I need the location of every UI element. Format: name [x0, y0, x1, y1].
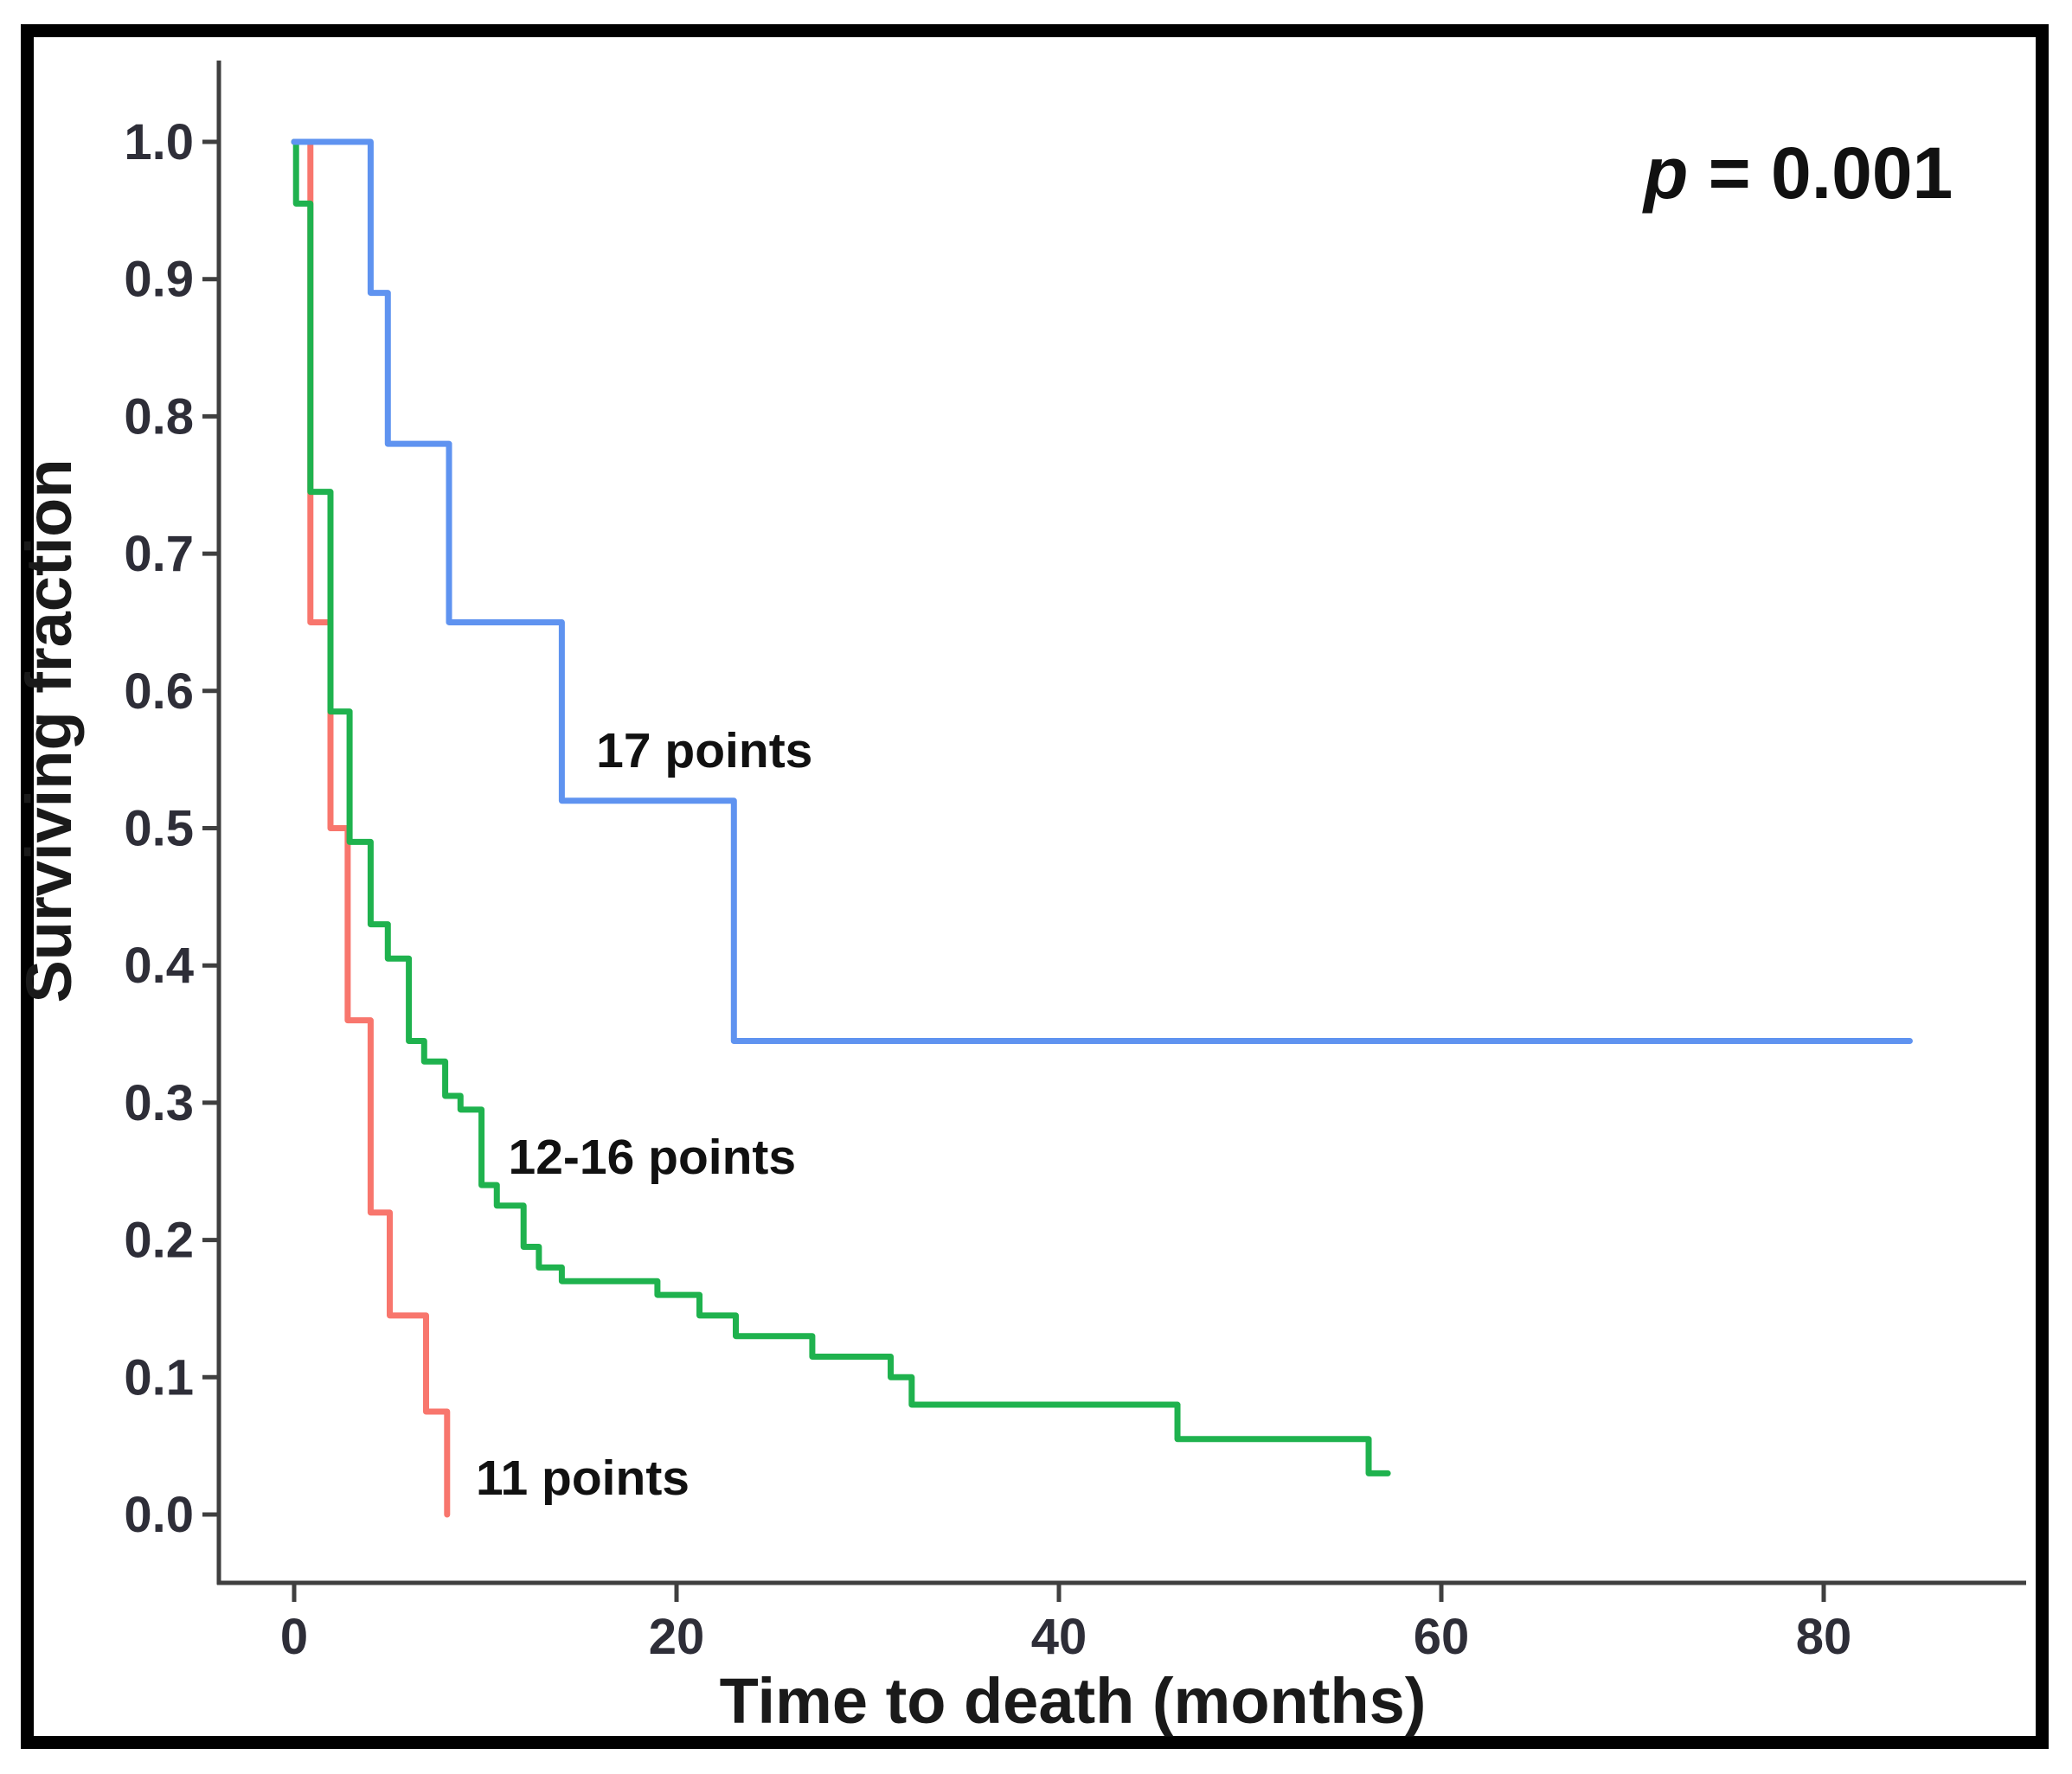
y-tick-label: 1.0 [124, 114, 194, 170]
p-value-text: = 0.001 [1688, 132, 1953, 214]
y-tick-label: 0.7 [124, 526, 194, 582]
y-tick-label: 0.2 [124, 1213, 194, 1269]
y-tick-label: 0.8 [124, 388, 194, 445]
figure-border [21, 24, 2049, 1749]
p-symbol: p [1644, 132, 1689, 214]
y-tick-label: 0.5 [124, 801, 194, 857]
x-tick-label: 80 [1796, 1609, 1852, 1665]
y-tick-label: 0.6 [124, 663, 194, 720]
curve-label-11-points: 11 points [475, 1451, 690, 1507]
x-tick-label: 0 [280, 1609, 308, 1665]
survival-curve-11-points [291, 138, 451, 1518]
y-tick-label: 0.9 [124, 252, 194, 308]
survival-curve-12-16-points [291, 138, 1391, 1476]
p-value-annotation: p = 0.001 [1644, 137, 1953, 209]
x-tick-label: 20 [649, 1609, 705, 1665]
curve-label-12-16-points: 12-16 points [508, 1129, 797, 1185]
y-tick-label: 0.1 [124, 1349, 194, 1406]
y-tick-label: 0.4 [124, 938, 194, 994]
y-tick-label: 0.0 [124, 1487, 194, 1543]
y-axis-title: Surviving fraction [13, 458, 85, 1002]
x-tick-label: 40 [1031, 1609, 1087, 1665]
x-axis-title: Time to death (months) [720, 1665, 1427, 1737]
curve-label-17-points: 17 points [596, 723, 813, 779]
x-tick-label: 60 [1414, 1609, 1470, 1665]
survival-curve-17-points [291, 138, 1913, 1044]
y-tick-label: 0.3 [124, 1075, 194, 1131]
